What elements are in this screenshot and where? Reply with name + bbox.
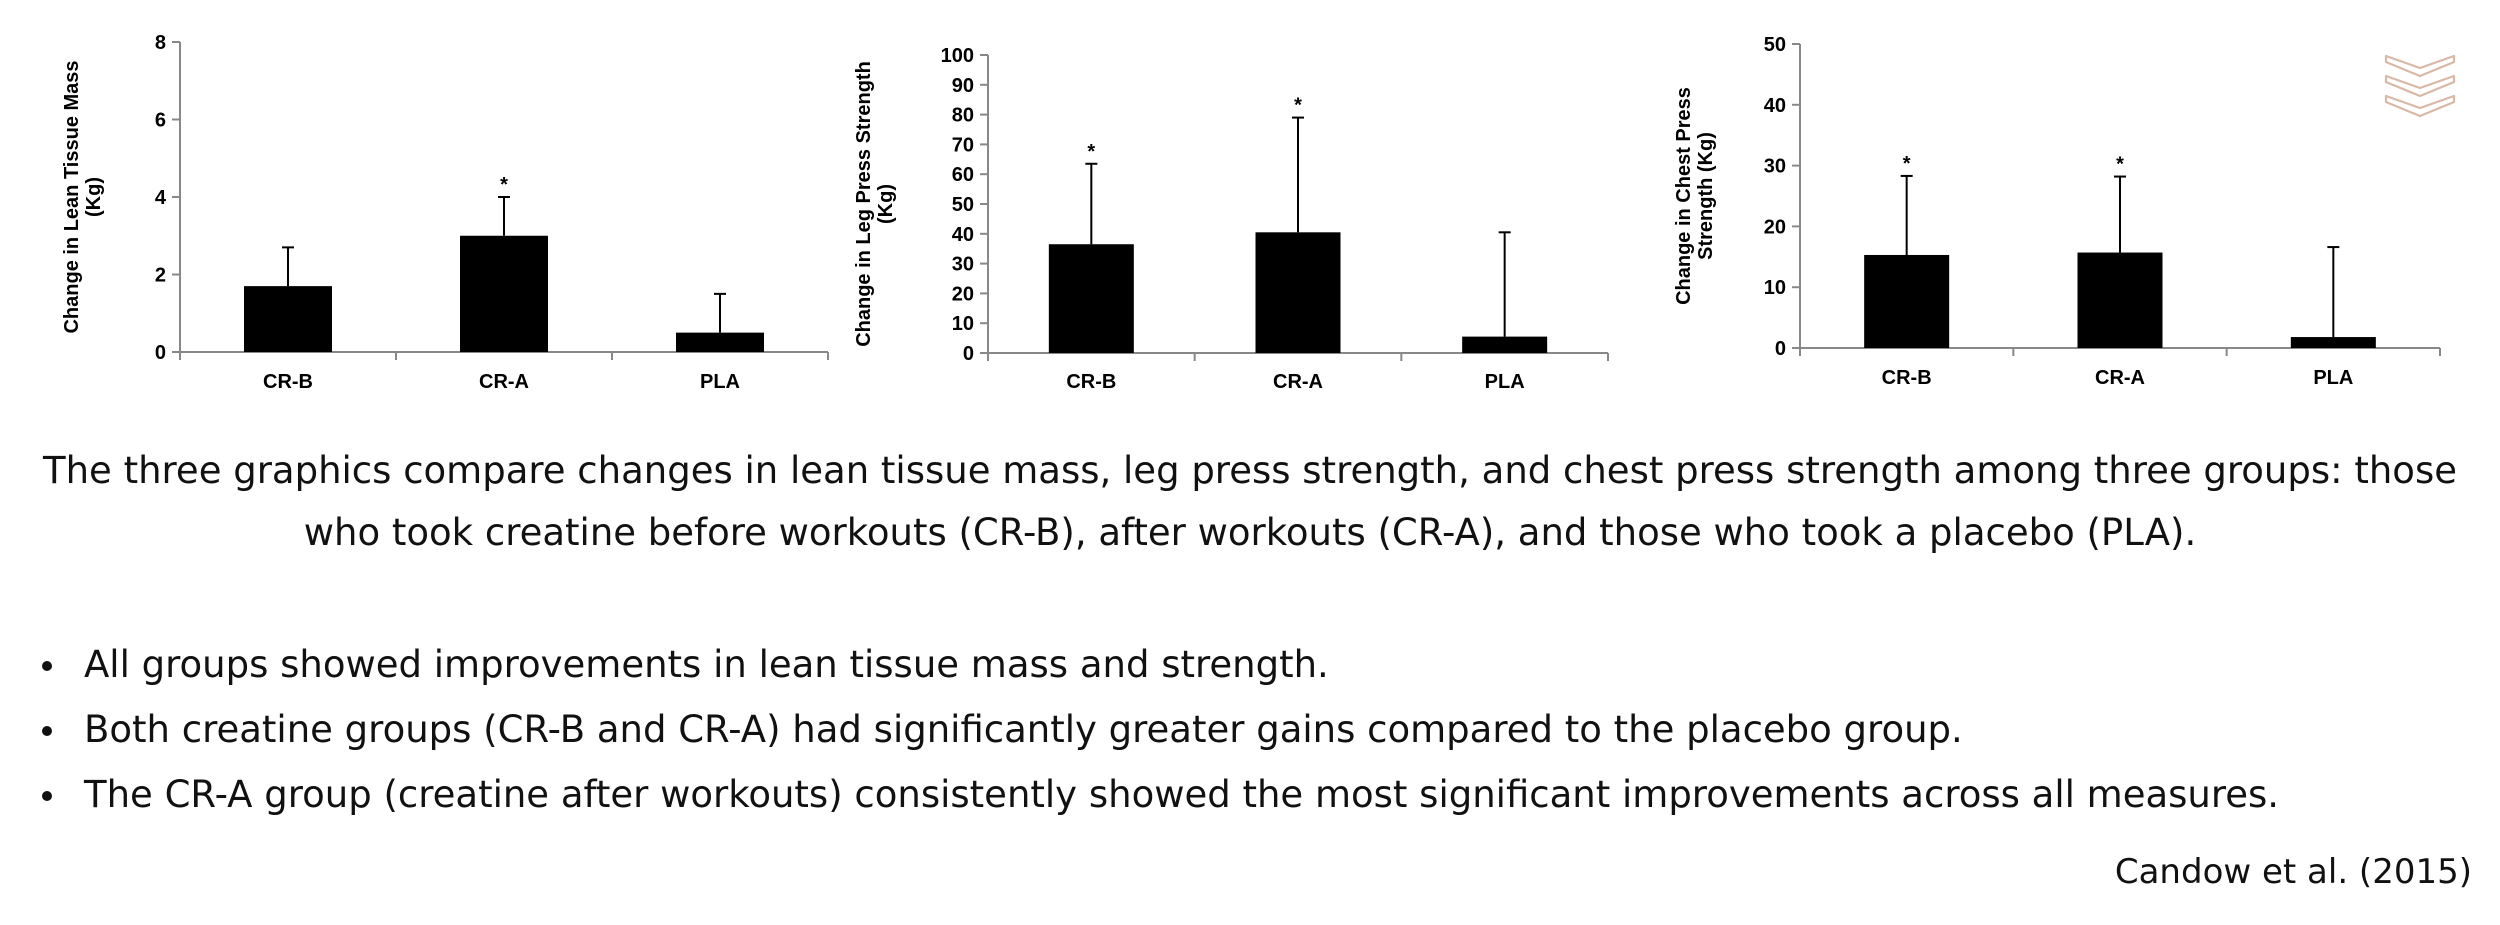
list-item: Both creatine groups (CR-B and CR-A) had… — [38, 697, 2279, 762]
bar — [460, 235, 548, 352]
y-tick-label: 30 — [952, 254, 974, 276]
significance-marker: * — [1087, 141, 1095, 163]
y-axis-title-line: Change in Lean Tissue Mass — [61, 60, 83, 333]
bar — [1864, 254, 1950, 348]
bar — [1048, 244, 1134, 353]
chart-svg: 0 10 20 30 40 50 * CR-B * CR-A PLA Change in Chest … — [1673, 34, 2441, 389]
y-tick-label: 6 — [155, 110, 166, 132]
category-label: PLA — [1485, 371, 1525, 393]
significance-marker: * — [1903, 153, 1911, 175]
y-tick-label: 90 — [952, 75, 974, 97]
leg-press-strength-chart: 0 10 20 30 40 50 60 70 80 90 100 * CR-B * CR-A PLA Chang… — [840, 0, 1630, 400]
y-tick-label: 10 — [1764, 277, 1786, 299]
list-item: The CR-A group (creatine after workouts)… — [38, 762, 2279, 827]
significance-marker: * — [500, 174, 508, 196]
y-axis-title-line: Change in Leg Press Strength — [853, 61, 875, 347]
category-label: PLA — [700, 371, 740, 393]
category-label: CR-B — [263, 371, 313, 393]
significance-marker: * — [2116, 154, 2124, 176]
y-axis-title-line: Change in Chest Press — [1673, 87, 1695, 305]
y-tick-label: 4 — [155, 187, 167, 209]
bullet-icon — [42, 726, 52, 736]
lean-tissue-mass-chart: 0 2 4 6 8 CR-B * CR-A PLA Change in Lean Tissue M… — [40, 0, 840, 400]
category-label: PLA — [2313, 367, 2353, 389]
chart-svg: 0 2 4 6 8 CR-B * CR-A PLA Change in Lean Tissue M… — [61, 32, 829, 393]
caption-line-1: The three graphics compare changes in le… — [43, 449, 2457, 492]
y-axis-title: Change in Chest Press Strength (Kg) — [1673, 87, 1717, 305]
caption-line-2: who took creatine before workouts (CR-B)… — [303, 511, 2197, 554]
bullet-text: Both creatine groups (CR-B and CR-A) had… — [84, 708, 1963, 751]
y-axis-title-line: (Kg) — [875, 184, 897, 224]
chest-press-strength-chart: 0 10 20 30 40 50 * CR-B * CR-A PLA Change in Chest … — [1660, 0, 2460, 400]
bullet-text: The CR-A group (creatine after workouts)… — [84, 773, 2280, 816]
category-label: CR-B — [1882, 367, 1932, 389]
y-tick-label: 0 — [155, 342, 166, 364]
y-axis-title-line: Strength (Kg) — [1695, 132, 1717, 260]
y-tick-label: 50 — [1764, 34, 1786, 56]
bullet-icon — [42, 791, 52, 801]
bar — [676, 332, 764, 352]
chevron-stack-logo-icon — [2384, 54, 2456, 118]
category-label: CR-B — [1066, 371, 1116, 393]
citation: Candow et al. (2015) — [2114, 852, 2472, 892]
y-tick-label: 50 — [952, 194, 974, 216]
category-label: CR-A — [479, 371, 529, 393]
y-tick-label: 0 — [963, 343, 974, 365]
findings-list: All groups showed improvements in lean t… — [38, 632, 2279, 827]
figure-caption: The three graphics compare changes in le… — [0, 440, 2500, 564]
y-tick-label: 70 — [952, 134, 974, 156]
category-label: CR-A — [1273, 371, 1323, 393]
y-tick-label: 60 — [952, 164, 974, 186]
bullet-text: All groups showed improvements in lean t… — [84, 643, 1329, 686]
bar — [2077, 252, 2163, 348]
y-tick-label: 0 — [1775, 338, 1786, 360]
significance-marker: * — [1294, 95, 1302, 117]
y-tick-label: 80 — [952, 105, 974, 127]
y-axis-title: Change in Leg Press Strength (Kg) — [853, 61, 897, 347]
y-tick-label: 30 — [1764, 156, 1786, 178]
y-tick-label: 40 — [1764, 95, 1786, 117]
category-label: CR-A — [2095, 367, 2145, 389]
bar — [1462, 336, 1548, 353]
y-axis-title-line: (Kg) — [83, 177, 105, 217]
y-tick-label: 40 — [952, 224, 974, 246]
y-tick-label: 10 — [952, 313, 974, 335]
bar — [244, 286, 332, 352]
y-tick-label: 20 — [952, 283, 974, 305]
chart-svg: 0 10 20 30 40 50 60 70 80 90 100 * CR-B * CR-A PLA Chang… — [853, 45, 1609, 393]
y-tick-label: 100 — [941, 45, 974, 67]
y-tick-label: 2 — [155, 265, 166, 287]
bullet-icon — [42, 661, 52, 671]
list-item: All groups showed improvements in lean t… — [38, 632, 2279, 697]
bar — [2290, 337, 2376, 348]
y-axis-title: Change in Lean Tissue Mass (Kg) — [61, 60, 105, 333]
bar — [1255, 232, 1341, 353]
y-tick-label: 8 — [155, 32, 166, 54]
y-tick-label: 20 — [1764, 216, 1786, 238]
